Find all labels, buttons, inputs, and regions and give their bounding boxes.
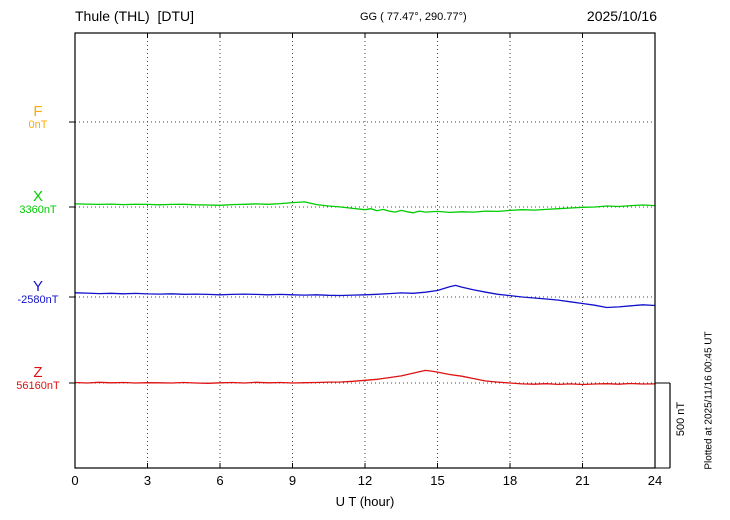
x-tick-label: 3 [143, 473, 152, 488]
x-tick-label: 24 [647, 473, 663, 488]
scale-bar-label: 500 nT [675, 401, 687, 437]
trace-Y [74, 284, 656, 309]
trace-Z [74, 369, 656, 386]
series-letter: X [32, 188, 43, 205]
plotted-at-label: Plotted at 2025/11/16 00:45 UT [703, 331, 715, 470]
x-tick-label: 18 [502, 473, 518, 488]
x-tick-label: 12 [357, 473, 373, 488]
series-letter: Y [32, 278, 43, 295]
series-baseline-value: -2580nT [17, 294, 59, 307]
series-baseline-value: 56160nT [16, 380, 60, 393]
series-label-Y: Y -2580nT [4, 278, 72, 307]
series-label-F: F 0nT [4, 103, 72, 132]
gg-coordinates: GG ( 77.47°, 290.77°) [360, 11, 467, 23]
series-letter: F [33, 103, 43, 120]
trace-X [74, 201, 656, 214]
x-tick-label: 6 [216, 473, 224, 488]
x-tick-label: 9 [288, 473, 297, 488]
series-baseline-value: 3360nT [19, 204, 57, 217]
x-axis-label: U T (hour) [335, 494, 395, 509]
x-tick-label: 15 [430, 473, 445, 488]
series-label-X: X 3360nT [4, 188, 72, 217]
series-baseline-value: 0nT [28, 119, 48, 132]
station-title: Thule (THL) [DTU] [75, 8, 195, 24]
plot-date: 2025/10/16 [586, 8, 657, 24]
x-tick-label: 0 [71, 473, 79, 488]
x-tick-label: 21 [575, 473, 590, 488]
series-label-Z: Z 56160nT [4, 364, 72, 393]
plot-border [74, 32, 656, 469]
series-letter: Z [33, 364, 43, 381]
